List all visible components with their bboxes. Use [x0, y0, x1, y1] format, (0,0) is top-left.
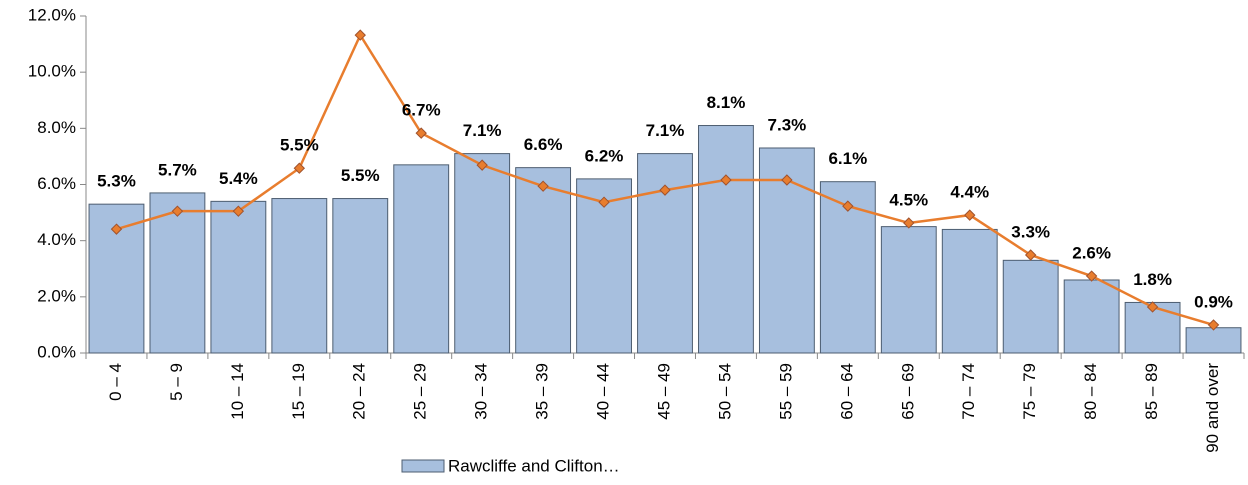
line-marker: [781, 174, 793, 186]
x-tick-label: 80 – 84: [1081, 363, 1100, 420]
legend-swatch: [401, 459, 445, 473]
bar: [210, 200, 267, 354]
line-marker: [476, 159, 488, 171]
data-label: 1.8%: [1133, 270, 1172, 289]
line-marker: [415, 127, 427, 139]
data-label: 5.4%: [219, 169, 258, 188]
line-marker: [903, 217, 915, 229]
data-label: 4.4%: [950, 183, 989, 202]
line-marker: [537, 180, 549, 192]
line-marker: [110, 223, 123, 235]
x-tick-label: 10 – 14: [228, 363, 247, 420]
line-marker: [354, 29, 366, 41]
x-tick-label: 0 – 4: [106, 363, 125, 401]
line-marker: [598, 196, 610, 208]
data-label: 6.7%: [402, 101, 441, 120]
y-tick-label: 6.0%: [37, 174, 76, 193]
data-label: 4.5%: [889, 190, 928, 209]
x-tick-label: 15 – 19: [289, 363, 308, 420]
line-marker: [171, 205, 184, 217]
bar: [1002, 259, 1059, 354]
bar: [271, 198, 328, 354]
bar: [576, 178, 632, 354]
line-marker: [1024, 249, 1037, 261]
bar: [880, 226, 937, 354]
data-label: 5.7%: [158, 160, 197, 179]
line-marker: [293, 162, 306, 174]
data-label: 0.9%: [1194, 292, 1233, 311]
x-tick-label: 60 – 64: [837, 363, 856, 420]
line-marker: [1146, 301, 1159, 313]
x-tick-label: 20 – 24: [350, 363, 369, 420]
x-tick-label: 40 – 44: [594, 363, 613, 420]
line-marker: [1207, 319, 1220, 331]
line-marker: [842, 200, 854, 212]
line-marker: [659, 184, 671, 196]
data-label: 6.1%: [828, 149, 867, 168]
bar: [149, 192, 206, 354]
data-label: 5.3%: [97, 172, 136, 191]
data-label: 7.1%: [646, 121, 685, 140]
data-label: 7.1%: [463, 121, 502, 140]
data-label: 5.5%: [280, 136, 319, 155]
x-tick-label: 30 – 34: [472, 363, 491, 420]
data-label: 3.3%: [1011, 222, 1050, 241]
y-tick-label: 12.0%: [28, 5, 76, 24]
line-marker: [232, 205, 245, 217]
bar: [332, 198, 389, 354]
bar: [393, 164, 450, 354]
bar: [637, 153, 693, 354]
bar: [698, 125, 754, 354]
line-marker: [964, 209, 976, 221]
line-marker: [720, 174, 732, 186]
bar: [1185, 327, 1242, 354]
data-label: 5.5%: [341, 166, 380, 185]
data-label: 8.1%: [707, 93, 746, 112]
bar: [454, 153, 511, 354]
data-label: 6.6%: [524, 135, 563, 154]
x-tick-label: 5 – 9: [167, 363, 186, 401]
x-tick-label: 85 – 89: [1142, 363, 1161, 420]
x-tick-label: 75 – 79: [1020, 363, 1039, 420]
y-tick-label: 2.0%: [37, 286, 76, 305]
x-tick-label: 65 – 69: [898, 363, 917, 420]
x-tick-label: 70 – 74: [959, 363, 978, 420]
x-tick-label: 25 – 29: [411, 363, 430, 420]
bar: [1063, 279, 1120, 354]
legend-label: Rawcliffe and Clifton…: [448, 456, 620, 475]
data-label: 7.3%: [768, 115, 807, 134]
x-tick-label: 90 and over: [1203, 363, 1222, 453]
x-tick-label: 35 – 39: [533, 363, 552, 420]
x-tick-label: 45 – 49: [654, 363, 673, 420]
line-marker: [1085, 270, 1098, 282]
y-tick-label: 4.0%: [37, 230, 76, 249]
data-label: 2.6%: [1072, 244, 1111, 263]
x-tick-label: 50 – 54: [715, 363, 734, 420]
bar: [941, 228, 998, 354]
y-tick-label: 0.0%: [37, 342, 76, 361]
data-label: 6.2%: [585, 146, 624, 165]
bar: [515, 167, 572, 354]
y-tick-label: 8.0%: [37, 118, 76, 137]
x-tick-label: 55 – 59: [776, 363, 795, 420]
y-tick-label: 10.0%: [28, 62, 76, 81]
